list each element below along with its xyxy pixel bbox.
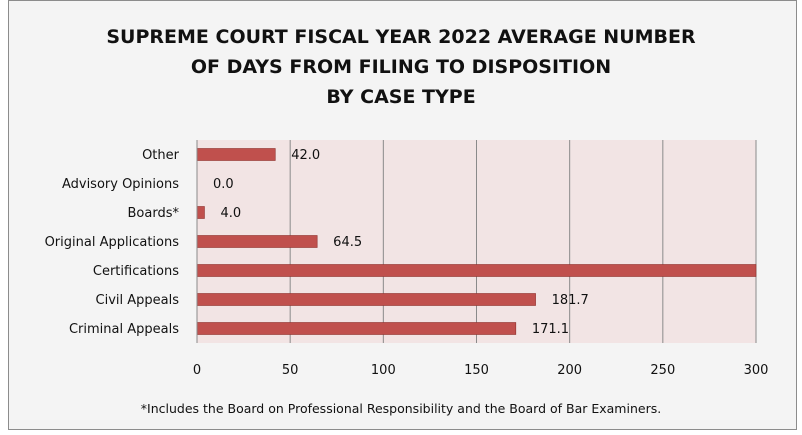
- x-tick-label: 50: [282, 363, 299, 378]
- data-label: 42.0: [291, 148, 320, 163]
- bar: [196, 293, 536, 306]
- bar: [196, 322, 517, 335]
- category-label: Other: [142, 148, 180, 163]
- x-tick-label: 250: [650, 363, 675, 378]
- x-tick-label: 200: [557, 363, 582, 378]
- bar: [196, 206, 205, 219]
- bar: [196, 235, 318, 248]
- chart-title-line-3: BY CASE TYPE: [326, 86, 476, 108]
- category-label: Certifications: [93, 264, 179, 279]
- data-label: 0.0: [213, 177, 234, 192]
- chart-title-line-2: OF DAYS FROM FILING TO DISPOSITION: [190, 56, 612, 78]
- bar: [196, 264, 757, 277]
- data-label: 4.0: [220, 206, 241, 221]
- footnote: *Includes the Board on Professional Resp…: [140, 401, 662, 416]
- data-label: 64.5: [333, 235, 362, 250]
- category-label: Advisory Opinions: [62, 177, 179, 192]
- category-label: Boards*: [128, 206, 180, 221]
- x-tick-label: 150: [464, 363, 489, 378]
- x-tick-label: 100: [371, 363, 396, 378]
- category-label: Criminal Appeals: [69, 322, 179, 337]
- data-label: 171.1: [532, 322, 569, 337]
- data-label: 181.7: [552, 293, 589, 308]
- bar: [196, 148, 276, 161]
- chart-title: SUPREME COURT FISCAL YEAR 2022 AVERAGE N…: [0, 22, 802, 112]
- chart-title-line-1: SUPREME COURT FISCAL YEAR 2022 AVERAGE N…: [106, 26, 696, 48]
- x-tick-label: 0: [193, 363, 201, 378]
- category-label: Original Applications: [45, 235, 180, 250]
- x-tick-label: 300: [744, 363, 769, 378]
- category-label: Civil Appeals: [96, 293, 180, 308]
